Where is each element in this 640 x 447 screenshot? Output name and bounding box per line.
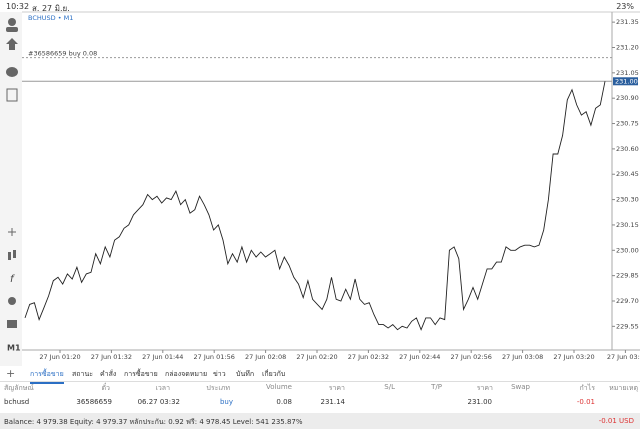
tab[interactable]: บันทึก bbox=[236, 370, 255, 378]
x-tick-label: 27 Jun 02:44 bbox=[399, 353, 440, 361]
svg-text:f: f bbox=[10, 274, 15, 285]
tab-bar: + การซื้อขาย สถานะ คำสั่ง การซื้อขาย กล่องจด… bbox=[0, 366, 640, 384]
column-header: ประเภท bbox=[206, 384, 230, 392]
y-tick-label: 231.20 bbox=[616, 43, 639, 51]
x-tick-label: 27 Jun 01:44 bbox=[142, 353, 183, 361]
y-tick-label: 230.30 bbox=[616, 196, 639, 204]
y-tick-label: 229.85 bbox=[616, 272, 639, 280]
price-badge-label: 231.00 bbox=[615, 77, 638, 85]
column-header: Volume bbox=[265, 383, 292, 391]
column-header: หมายเหตุ bbox=[609, 384, 638, 392]
add-button[interactable]: + bbox=[6, 367, 16, 380]
y-tick-label: 230.90 bbox=[616, 94, 639, 102]
cell: 231.14 bbox=[320, 398, 346, 406]
trade-table: สัญลักษณ์ ตั๋ว เวลา ประเภท Volume ราคา S/L T/P ร… bbox=[0, 382, 640, 412]
total-profit: -0.01 USD bbox=[598, 417, 634, 425]
column-header: ราคา bbox=[476, 384, 493, 392]
tab[interactable]: ข่าว bbox=[213, 370, 226, 378]
cell: 0.08 bbox=[276, 398, 292, 406]
cell: 36586659 bbox=[76, 398, 112, 406]
cell: -0.01 bbox=[576, 398, 595, 406]
y-tick-label: 231.35 bbox=[616, 18, 639, 26]
cell: bchusd bbox=[4, 398, 30, 406]
y-tick-label: 230.60 bbox=[616, 145, 639, 153]
x-tick-label: 27 Jun 01:20 bbox=[39, 353, 80, 361]
x-tick-label: 27 Jun 03:3 bbox=[607, 353, 640, 361]
y-tick-label: 229.55 bbox=[616, 322, 639, 330]
column-header: T/P bbox=[431, 383, 442, 391]
y-tick-label: 230.45 bbox=[616, 170, 639, 178]
status-time: 10:32 bbox=[6, 2, 30, 11]
price-line-series bbox=[24, 81, 606, 331]
x-tick-label: 27 Jun 02:08 bbox=[245, 353, 286, 361]
svg-text:M1: M1 bbox=[7, 344, 21, 353]
y-tick-label: 231.05 bbox=[616, 69, 639, 77]
tab[interactable]: สถานะ bbox=[72, 370, 93, 378]
x-tick-label: 27 Jun 03:20 bbox=[553, 353, 594, 361]
y-tick-label: 230.15 bbox=[616, 221, 639, 229]
status-battery: 23% bbox=[616, 2, 634, 11]
toolbar bbox=[0, 12, 22, 366]
price-badge bbox=[613, 77, 638, 86]
x-tick-label: 27 Jun 02:20 bbox=[296, 353, 337, 361]
x-tick-label: 27 Jun 01:32 bbox=[91, 353, 132, 361]
tab[interactable]: เกี่ยวกับ bbox=[262, 370, 286, 378]
chart: f M1 BCHUSD • M1 231.35 231.20 231.05 230.9… bbox=[0, 11, 640, 366]
column-header: Swap bbox=[511, 383, 530, 391]
column-header: S/L bbox=[384, 383, 395, 391]
y-tick-label: 229.70 bbox=[616, 297, 639, 305]
toolbar-icons[interactable]: f M1 bbox=[6, 18, 21, 353]
chart-title: BCHUSD • M1 bbox=[28, 14, 73, 22]
y-tick-label: 230.75 bbox=[616, 120, 639, 128]
x-tick-label: 27 Jun 02:56 bbox=[451, 353, 492, 361]
footer: Balance: 4 979.38 Equity: 4 979.37 หลักป… bbox=[0, 413, 640, 429]
column-header: กำไร bbox=[579, 384, 595, 392]
column-header: เวลา bbox=[155, 384, 170, 392]
cell: 231.00 bbox=[467, 398, 493, 406]
x-tick-label: 27 Jun 03:08 bbox=[502, 353, 543, 361]
column-header: ราคา bbox=[328, 384, 345, 392]
cell: 06.27 03:32 bbox=[137, 398, 180, 406]
account-summary: Balance: 4 979.38 Equity: 4 979.37 หลักป… bbox=[4, 418, 303, 426]
column-header: สัญลักษณ์ bbox=[4, 384, 34, 392]
x-tick-label: 27 Jun 01:56 bbox=[194, 353, 235, 361]
column-header: ตั๋ว bbox=[101, 384, 110, 392]
x-tick-label: 27 Jun 02:32 bbox=[348, 353, 389, 361]
tab[interactable]: กล่องจดหมาย bbox=[165, 370, 208, 378]
status-date: ส. 27 มิ.ย. bbox=[32, 4, 70, 13]
order-label: #36586659 buy 0.08 bbox=[28, 50, 97, 58]
tab[interactable]: คำสั่ง bbox=[100, 370, 117, 378]
tab[interactable]: การซื้อขาย bbox=[124, 370, 158, 378]
cell: buy bbox=[219, 398, 233, 406]
y-tick-label: 230.00 bbox=[616, 246, 639, 254]
tab[interactable]: การซื้อขาย bbox=[30, 369, 64, 384]
